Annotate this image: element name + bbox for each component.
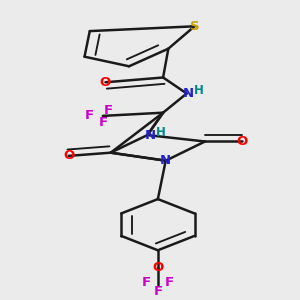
Text: F: F <box>142 276 151 289</box>
Text: O: O <box>236 135 247 148</box>
Text: F: F <box>85 110 94 122</box>
Text: F: F <box>98 116 107 129</box>
Text: S: S <box>190 20 199 33</box>
Text: N: N <box>144 129 156 142</box>
Text: O: O <box>152 261 164 274</box>
Text: H: H <box>194 84 204 98</box>
Text: H: H <box>155 126 165 139</box>
Text: F: F <box>153 285 162 298</box>
Text: O: O <box>100 76 111 89</box>
Text: F: F <box>165 276 174 289</box>
Text: N: N <box>160 154 171 167</box>
Text: F: F <box>103 103 113 117</box>
Text: N: N <box>183 87 194 100</box>
Text: O: O <box>63 149 74 162</box>
